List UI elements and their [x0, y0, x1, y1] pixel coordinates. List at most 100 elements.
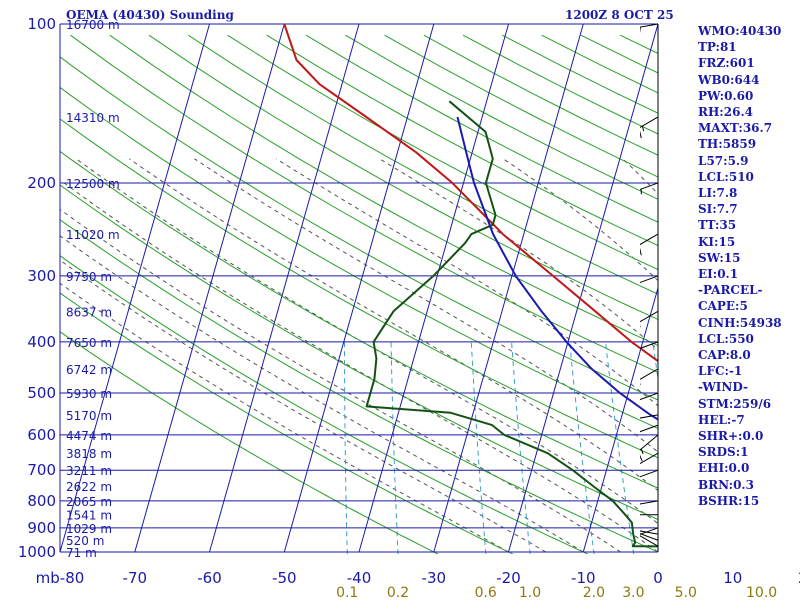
wind-barb-staff: [640, 23, 659, 28]
isotherm: [508, 23, 659, 553]
temperature-label: -10: [571, 569, 596, 587]
height-label: 11020 m: [66, 228, 120, 242]
index-value: EHI:0.0: [698, 461, 750, 476]
mixing-ratio-labels: 0.10.20.61.02.03.05.010.020.040.0g/kg: [336, 585, 777, 600]
index-value: SHR+:0.0: [698, 429, 764, 444]
dewpoint-profile: [365, 100, 658, 548]
height-label: 1541 m: [66, 509, 112, 523]
wind-barb-staff: [640, 533, 659, 541]
moist-adiabat: [194, 158, 658, 453]
temperature-label: 0: [653, 569, 663, 587]
wind-barb: [640, 392, 659, 401]
wind-barb: [640, 233, 659, 256]
index-value: TP:81: [698, 40, 737, 55]
pressure-label: 400: [27, 333, 56, 351]
pressure-label: 600: [27, 426, 56, 444]
temperature-label: -60: [197, 569, 222, 587]
height-label: 7650 m: [66, 336, 112, 350]
wind-barb-flag: [634, 351, 635, 361]
moist-adiabat: [75, 158, 658, 525]
index-value: LCL:550: [698, 331, 754, 346]
wind-barb: [640, 514, 659, 516]
wind-barb-flag: [631, 29, 632, 39]
pressure-label: 1000: [18, 543, 56, 561]
mixing-ratio-line: [605, 341, 635, 554]
dry-adiabat: [60, 292, 514, 554]
dry-adiabat: [148, 34, 658, 321]
index-value: CAPE:5: [698, 299, 748, 314]
mixing-ratio-label: 3.0: [622, 585, 644, 600]
mixing-ratio-line: [390, 341, 399, 554]
isotherm: [433, 23, 584, 553]
mixing-ratio-label: 0.2: [387, 585, 409, 600]
wind-barb-staff: [640, 469, 659, 478]
sounding-profiles: [283, 23, 658, 548]
wind-barb-staff: [640, 368, 659, 380]
wind-barb-half-flag: [640, 448, 644, 455]
index-value: SI:7.7: [698, 202, 738, 217]
index-value: TH:5859: [698, 137, 757, 152]
isotherm: [283, 23, 435, 553]
height-label: 9750 m: [66, 270, 112, 284]
isotherm: [134, 23, 285, 553]
wind-barb: [640, 500, 659, 505]
sounding-datetime: 1200Z 8 OCT 25: [565, 8, 674, 22]
wind-barb-staff: [640, 182, 659, 191]
temperature-label: -20: [496, 569, 521, 587]
pressure-label: 700: [27, 461, 56, 479]
dry-adiabat: [188, 34, 658, 295]
temperature-profile: [283, 23, 658, 363]
mixing-ratio-label: 0.1: [336, 585, 358, 600]
wind-barb-flag: [631, 419, 632, 429]
index-value: WMO:40430: [698, 24, 782, 38]
isotherm-lines: [59, 23, 659, 553]
wind-barb: [637, 182, 659, 201]
index-value: LFC:-1: [698, 364, 743, 379]
wind-barb: [634, 424, 659, 444]
pressure-label: 300: [27, 267, 56, 285]
index-value: SRDS:1: [698, 445, 749, 460]
index-value: -WIND-: [698, 380, 748, 395]
mixing-ratio-line: [511, 341, 531, 554]
height-labels: 16700 m 14310 m 12500 m 11020 m 9750 m 8637 m…: [66, 18, 120, 560]
index-panel: WMO:40430 TP:81 FRZ:601 WB0:644 PW:0.60 RH:26…: [698, 23, 798, 509]
wind-barb-flag: [640, 130, 642, 139]
wind-barb: [631, 23, 659, 39]
height-label: 1029 m: [66, 522, 112, 536]
parcel-path: [456, 116, 658, 421]
index-value: -PARCEL-: [698, 283, 763, 298]
wind-barb-flag: [636, 324, 638, 334]
dry-adiabat: [109, 34, 658, 347]
height-label: 12500 m: [66, 177, 120, 191]
height-label: 2622 m: [66, 480, 112, 494]
isotherm: [582, 287, 659, 553]
height-label: 3211 m: [66, 464, 112, 478]
wind-barb-staff: [640, 535, 659, 547]
index-value: FRZ:601: [698, 56, 755, 71]
mixing-ratio-line: [344, 341, 348, 554]
pressure-labels: 100 200 300 400 500 600 700 800 900 1000: [18, 15, 56, 561]
wind-barb: [640, 116, 659, 139]
wind-barb-flag: [634, 285, 635, 295]
index-value: TT:35: [698, 218, 737, 233]
dry-adiabat: [60, 255, 589, 554]
height-label: 520 m: [66, 534, 104, 548]
wind-barb-flag: [637, 191, 638, 201]
wind-barb-flag: [634, 434, 635, 444]
isotherm: [59, 23, 210, 553]
dry-adiabat: [60, 331, 439, 554]
index-value: PW:0.60: [698, 88, 754, 103]
wind-barb: [640, 533, 659, 541]
mixing-ratio-label: 0.6: [475, 585, 497, 600]
wind-barb-staff: [640, 392, 659, 401]
height-label: 5170 m: [66, 409, 112, 423]
pressure-label: 800: [27, 492, 56, 510]
pressure-label: 500: [27, 384, 56, 402]
wind-barb: [640, 452, 659, 465]
height-label: 6742 m: [66, 363, 112, 377]
mixing-ratio-line: [470, 341, 487, 554]
temperature-label: -70: [123, 569, 148, 587]
wind-barb-staff: [640, 530, 659, 535]
wind-barb: [640, 530, 659, 535]
